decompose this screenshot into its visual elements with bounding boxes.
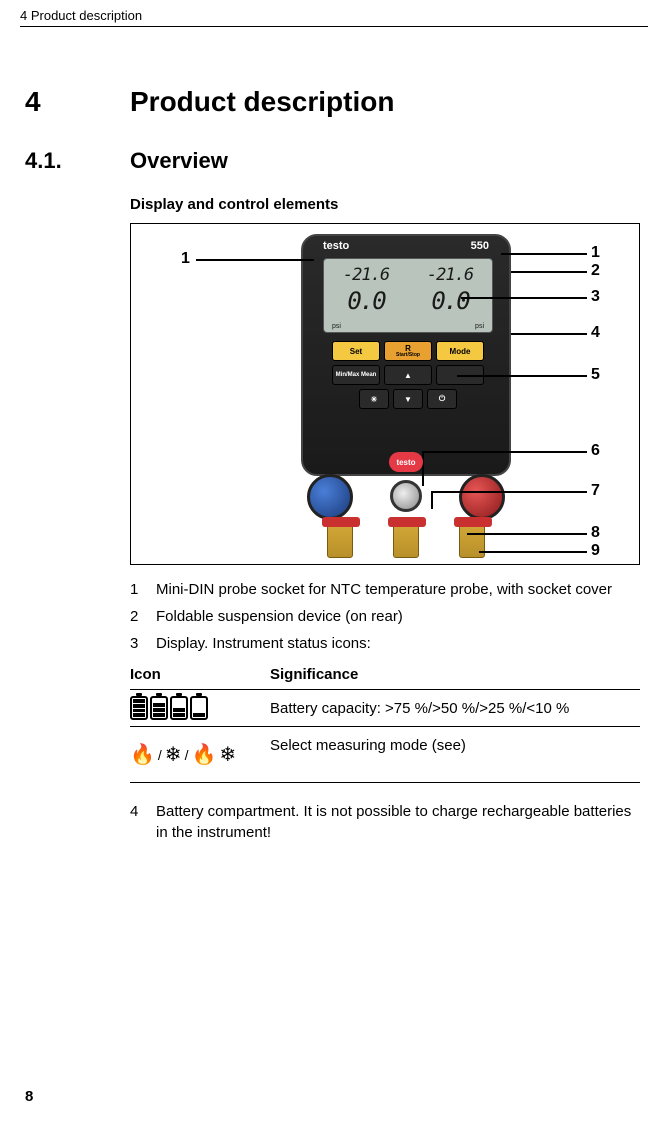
list-item-2: 2 Foldable suspension device (on rear): [130, 606, 643, 627]
section-title: Overview: [130, 148, 228, 174]
page-header: 4 Product description: [20, 8, 142, 23]
lcd-pressure-left: 0.0: [347, 287, 384, 315]
port-left: [327, 522, 353, 558]
td-battery-icons: [130, 690, 270, 727]
chapter-title: Product description: [130, 86, 394, 118]
lcd-temp-left: -21.6: [343, 265, 389, 285]
list-text-1: Mini-DIN probe socket for NTC temperatur…: [156, 579, 612, 600]
device-body: testo 550 -21.6 -21.6 0.0 0.0 psi: [301, 234, 511, 476]
port-right: [459, 522, 485, 558]
battery-icon-25: [190, 696, 208, 720]
device-brand-bar: testo 550: [303, 240, 509, 252]
brand-left: testo: [323, 240, 349, 252]
section-number: 4.1.: [25, 148, 130, 174]
list-num-1: 1: [130, 579, 156, 600]
chapter-number: 4: [25, 86, 130, 118]
sight-glass: [390, 480, 422, 512]
callout-line-r7v: [431, 491, 433, 509]
testo-badge: testo: [389, 452, 423, 472]
callout-left-1: 1: [181, 250, 190, 268]
callout-right-6: 6: [591, 442, 600, 460]
callout-line-r5: [457, 375, 587, 377]
key-mode: Mode: [436, 341, 484, 361]
list-text-2: Foldable suspension device (on rear): [156, 606, 403, 627]
list-text-4: Battery compartment. It is not possible …: [156, 801, 643, 843]
battery-icon-75: [150, 696, 168, 720]
td-mode-sig: Select measuring mode (see): [270, 727, 640, 783]
callout-line-r1: [501, 253, 587, 255]
key-set: Set: [332, 341, 380, 361]
key-light: ☀: [359, 389, 389, 409]
callout-right-1: 1: [591, 244, 600, 262]
subheading: Display and control elements: [130, 196, 643, 213]
battery-icon-50: [170, 696, 188, 720]
brand-right: 550: [471, 240, 489, 252]
callout-line-l1: [196, 259, 314, 261]
key-r-sub: Start/Stop: [396, 353, 420, 358]
list-item-1: 1 Mini-DIN probe socket for NTC temperat…: [130, 579, 643, 600]
mode-sep-1: /: [158, 747, 162, 763]
list-text-3: Display. Instrument status icons:: [156, 633, 371, 654]
psi-left: psi: [332, 323, 341, 330]
callout-right-2: 2: [591, 262, 600, 280]
list-num-3: 3: [130, 633, 156, 654]
header-rule: [20, 26, 648, 27]
knob-red: [459, 474, 505, 520]
lcd-temp-right: -21.6: [427, 265, 473, 285]
icon-table: Icon Significance: [130, 660, 640, 783]
device-illustration: testo 550 -21.6 -21.6 0.0 0.0 psi: [301, 234, 511, 556]
snowflake-icon-2: ❄: [219, 742, 236, 767]
callout-right-3: 3: [591, 288, 600, 306]
td-battery-sig: Battery capacity: >75 %/>50 %/>25 %/<10 …: [270, 690, 640, 727]
battery-icon-full: [130, 696, 148, 720]
flame-icon-2: 🔥: [191, 742, 216, 767]
callout-right-5: 5: [591, 366, 600, 384]
knob-blue: [307, 474, 353, 520]
keypad: Set R Start/Stop Mode Min/Max Mean ▲: [327, 341, 489, 413]
key-up: ▲: [384, 365, 432, 385]
port-center: [393, 522, 419, 558]
callout-line-r8: [467, 533, 587, 535]
callout-line-r6: [422, 451, 587, 453]
snowflake-icon: ❄: [165, 742, 182, 767]
lcd-pressure-right: 0.0: [431, 287, 468, 315]
mode-sep-2: /: [185, 747, 189, 763]
list-item-3: 3 Display. Instrument status icons:: [130, 633, 643, 654]
key-minmax: Min/Max Mean: [332, 365, 380, 385]
list-item-4: 4 Battery compartment. It is not possibl…: [130, 801, 643, 843]
page-number: 8: [25, 1088, 33, 1105]
list-num-4: 4: [130, 801, 156, 843]
callout-right-7: 7: [591, 482, 600, 500]
callout-line-r4: [511, 333, 587, 335]
flame-icon: 🔥: [130, 742, 155, 767]
product-figure: testo 550 -21.6 -21.6 0.0 0.0 psi: [130, 223, 640, 565]
callout-right-8: 8: [591, 524, 600, 542]
callout-line-r9: [479, 551, 587, 553]
callout-line-r3: [461, 297, 587, 299]
key-down: ▼: [393, 389, 423, 409]
th-significance: Significance: [270, 660, 640, 690]
key-power: ⏻: [427, 389, 457, 409]
callout-right-4: 4: [591, 324, 600, 342]
list-num-2: 2: [130, 606, 156, 627]
callout-right-9: 9: [591, 542, 600, 560]
callout-line-r2: [511, 271, 587, 273]
lcd-display: -21.6 -21.6 0.0 0.0 psi psi: [323, 258, 493, 333]
callout-line-r7: [431, 491, 587, 493]
td-mode-icons: 🔥 / ❄ / 🔥❄: [130, 727, 270, 783]
th-icon: Icon: [130, 660, 270, 690]
callout-line-r6v: [422, 451, 424, 486]
key-r: R Start/Stop: [384, 341, 432, 361]
psi-right: psi: [475, 323, 484, 330]
